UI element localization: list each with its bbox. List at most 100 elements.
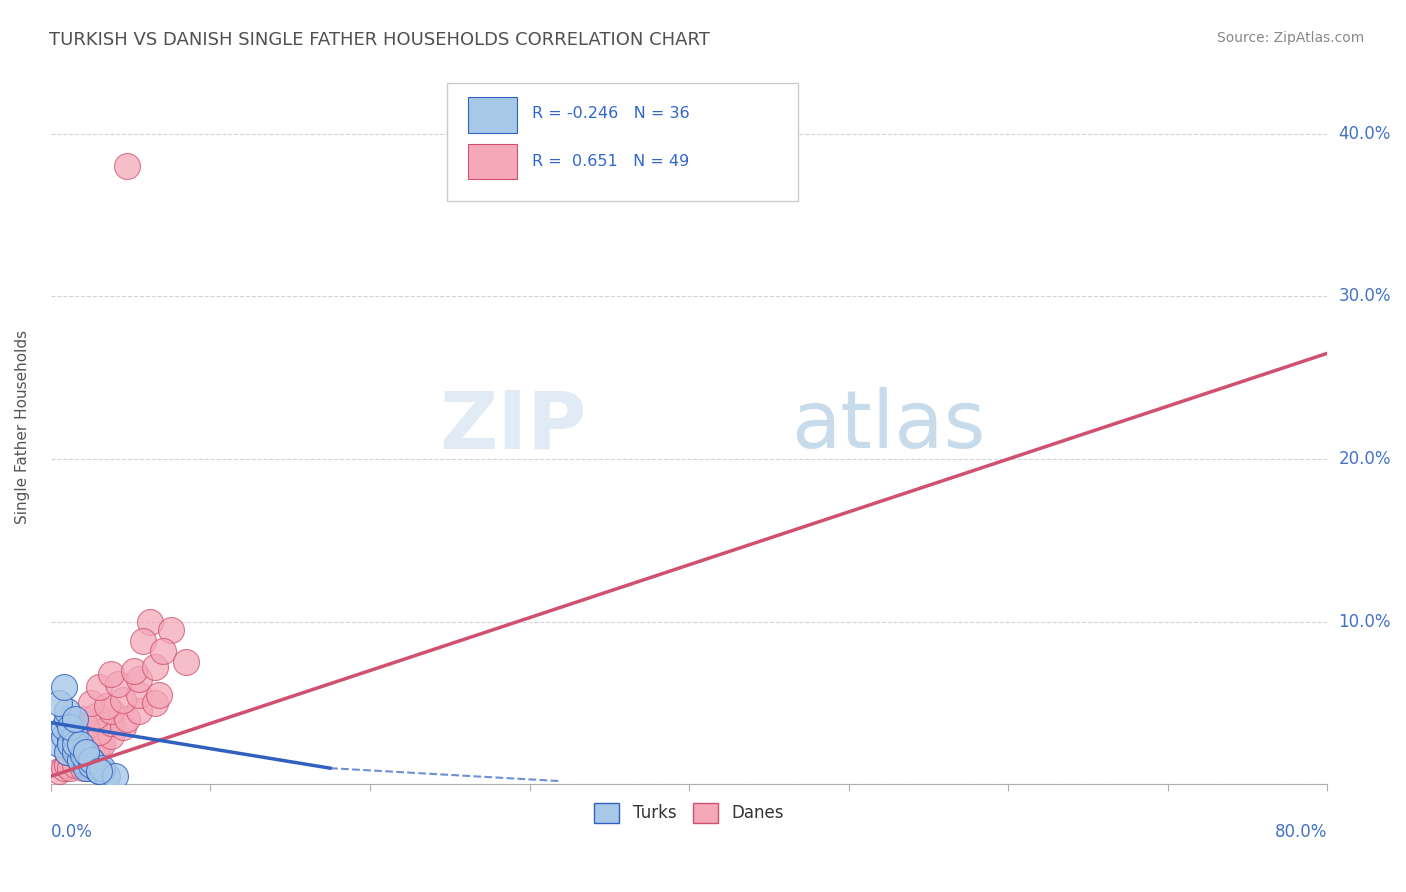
Point xyxy=(84,745,107,759)
Point xyxy=(107,676,129,690)
Point xyxy=(48,764,70,779)
Point xyxy=(63,712,86,726)
Point xyxy=(63,745,86,759)
Point xyxy=(63,729,86,743)
Point xyxy=(87,764,110,779)
Point xyxy=(56,745,79,759)
Point xyxy=(52,761,75,775)
Y-axis label: Single Father Households: Single Father Households xyxy=(15,329,30,524)
Point xyxy=(69,731,91,746)
Point xyxy=(59,737,82,751)
Point xyxy=(128,688,150,702)
Point xyxy=(87,764,110,779)
Point xyxy=(159,623,181,637)
Point xyxy=(63,748,86,763)
Text: Source: ZipAtlas.com: Source: ZipAtlas.com xyxy=(1216,31,1364,45)
Point xyxy=(56,758,79,772)
Point xyxy=(63,737,86,751)
Point xyxy=(69,748,91,763)
Point xyxy=(100,715,122,730)
Point xyxy=(80,753,103,767)
Text: atlas: atlas xyxy=(792,387,986,466)
Point xyxy=(72,712,94,726)
Point xyxy=(111,693,134,707)
Text: 20.0%: 20.0% xyxy=(1339,450,1391,468)
Point xyxy=(72,745,94,759)
Point xyxy=(87,737,110,751)
Text: 80.0%: 80.0% xyxy=(1275,823,1327,841)
Point xyxy=(122,664,145,678)
Point xyxy=(152,644,174,658)
Text: 10.0%: 10.0% xyxy=(1339,613,1391,631)
Point xyxy=(80,696,103,710)
Point xyxy=(148,688,170,702)
Point xyxy=(111,721,134,735)
Point xyxy=(90,764,112,779)
Point xyxy=(90,761,112,775)
Point xyxy=(132,634,155,648)
FancyBboxPatch shape xyxy=(447,83,797,201)
FancyBboxPatch shape xyxy=(468,97,517,133)
Point xyxy=(56,745,79,759)
Point xyxy=(69,753,91,767)
Point xyxy=(63,729,86,743)
Point xyxy=(80,745,103,759)
Point xyxy=(52,721,75,735)
Point xyxy=(75,753,97,767)
Point xyxy=(87,680,110,694)
Point xyxy=(75,737,97,751)
Point xyxy=(72,761,94,775)
Point xyxy=(56,704,79,718)
Text: TURKISH VS DANISH SINGLE FATHER HOUSEHOLDS CORRELATION CHART: TURKISH VS DANISH SINGLE FATHER HOUSEHOL… xyxy=(49,31,710,49)
Text: R =  0.651   N = 49: R = 0.651 N = 49 xyxy=(531,154,689,169)
Point xyxy=(59,731,82,746)
Point xyxy=(75,721,97,735)
Point xyxy=(96,699,118,714)
Point xyxy=(72,753,94,767)
Legend: Turks, Danes: Turks, Danes xyxy=(588,797,790,830)
Point xyxy=(59,721,82,735)
Point xyxy=(75,761,97,775)
Point xyxy=(63,741,86,756)
Point xyxy=(96,769,118,783)
Text: 30.0%: 30.0% xyxy=(1339,287,1391,305)
Point xyxy=(104,769,127,783)
Point xyxy=(80,758,103,772)
Point xyxy=(56,712,79,726)
Point xyxy=(87,725,110,739)
Point xyxy=(143,696,166,710)
Point xyxy=(100,704,122,718)
FancyBboxPatch shape xyxy=(468,144,517,179)
Text: 40.0%: 40.0% xyxy=(1339,125,1391,143)
Point xyxy=(117,159,139,173)
Point xyxy=(80,748,103,763)
Point xyxy=(84,709,107,723)
Point xyxy=(75,758,97,772)
Point xyxy=(80,753,103,767)
Point xyxy=(48,737,70,751)
Point xyxy=(80,729,103,743)
Point xyxy=(128,704,150,718)
Text: 0.0%: 0.0% xyxy=(51,823,93,841)
Point xyxy=(52,729,75,743)
Point xyxy=(69,741,91,756)
Point xyxy=(84,761,107,775)
Point xyxy=(128,672,150,686)
Point xyxy=(176,656,198,670)
Point xyxy=(75,745,97,759)
Point xyxy=(48,696,70,710)
Text: ZIP: ZIP xyxy=(440,387,586,466)
Point xyxy=(69,737,91,751)
Point xyxy=(100,729,122,743)
Text: R = -0.246   N = 36: R = -0.246 N = 36 xyxy=(531,106,690,121)
Point xyxy=(80,761,103,775)
Point xyxy=(59,761,82,775)
Point xyxy=(100,666,122,681)
Point xyxy=(117,712,139,726)
Point xyxy=(63,758,86,772)
Point xyxy=(143,660,166,674)
Point xyxy=(52,680,75,694)
Point xyxy=(139,615,162,629)
Point xyxy=(72,748,94,763)
Point xyxy=(59,737,82,751)
